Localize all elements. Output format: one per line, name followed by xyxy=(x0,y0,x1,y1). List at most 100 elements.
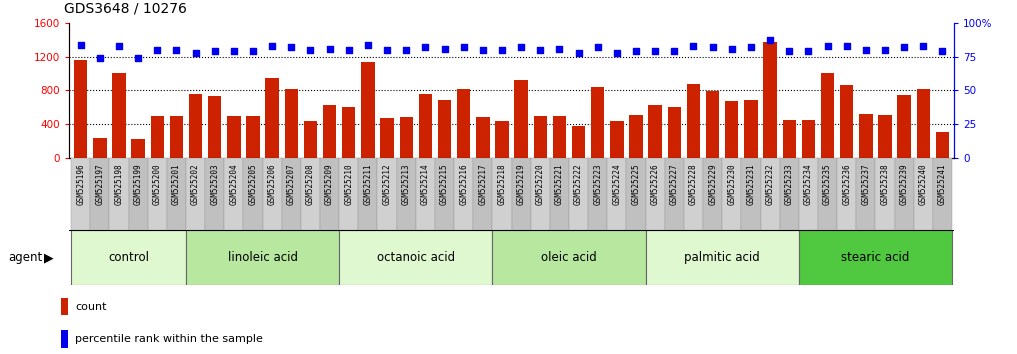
Bar xyxy=(61,330,68,348)
Bar xyxy=(131,139,144,158)
Point xyxy=(92,55,108,61)
Bar xyxy=(380,118,394,158)
Bar xyxy=(492,230,646,285)
Bar xyxy=(667,107,681,158)
Bar xyxy=(128,158,147,230)
Text: GSM525219: GSM525219 xyxy=(517,163,526,205)
Point xyxy=(915,43,932,49)
Bar xyxy=(167,158,186,230)
Bar xyxy=(437,101,452,158)
Bar xyxy=(780,158,798,230)
Bar xyxy=(550,158,569,230)
Bar xyxy=(340,158,358,230)
Bar xyxy=(186,230,340,285)
Point xyxy=(149,47,166,53)
Point xyxy=(436,46,453,51)
Text: GSM525216: GSM525216 xyxy=(459,163,468,205)
Point xyxy=(72,42,88,47)
Bar xyxy=(320,158,340,230)
Point xyxy=(283,44,299,50)
Bar xyxy=(607,158,626,230)
Bar xyxy=(419,93,432,158)
Text: GSM525232: GSM525232 xyxy=(766,163,775,205)
Text: GSM525218: GSM525218 xyxy=(497,163,506,205)
Bar xyxy=(147,158,167,230)
Text: GSM525228: GSM525228 xyxy=(689,163,698,205)
Bar xyxy=(916,88,930,158)
Point xyxy=(551,46,567,51)
Bar xyxy=(686,84,700,158)
Point xyxy=(590,44,606,50)
Bar xyxy=(304,121,317,158)
Text: GSM525204: GSM525204 xyxy=(230,163,238,205)
Point xyxy=(226,48,242,54)
Bar xyxy=(821,73,834,158)
Bar xyxy=(246,116,259,158)
Bar xyxy=(856,158,876,230)
Text: GSM525196: GSM525196 xyxy=(76,163,85,205)
Bar xyxy=(243,158,262,230)
Point xyxy=(187,50,203,56)
Point xyxy=(877,47,893,53)
Bar xyxy=(569,158,588,230)
Bar xyxy=(186,158,205,230)
Text: stearic acid: stearic acid xyxy=(841,251,909,264)
Text: GSM525241: GSM525241 xyxy=(938,163,947,205)
Text: agent: agent xyxy=(8,251,43,264)
Bar xyxy=(265,79,279,158)
Point xyxy=(456,44,472,50)
Point xyxy=(935,48,951,54)
Text: GSM525238: GSM525238 xyxy=(881,163,890,205)
Bar xyxy=(703,158,722,230)
Bar xyxy=(282,158,301,230)
Point xyxy=(839,43,855,49)
Bar xyxy=(630,115,643,158)
Text: GSM525235: GSM525235 xyxy=(823,163,832,205)
Bar xyxy=(876,158,895,230)
Point xyxy=(705,44,721,50)
Bar xyxy=(61,298,68,315)
Point xyxy=(341,47,357,53)
Bar xyxy=(798,158,818,230)
Text: control: control xyxy=(108,251,149,264)
Bar xyxy=(74,60,87,158)
Bar xyxy=(112,73,126,158)
Bar xyxy=(397,158,416,230)
Text: GSM525198: GSM525198 xyxy=(115,163,123,205)
Bar xyxy=(227,116,241,158)
Bar xyxy=(473,158,492,230)
Bar xyxy=(646,158,665,230)
Bar xyxy=(722,158,741,230)
Point xyxy=(513,44,529,50)
Bar xyxy=(189,93,202,158)
Bar xyxy=(818,158,837,230)
Bar xyxy=(646,230,798,285)
Point xyxy=(264,43,281,49)
Bar xyxy=(933,158,952,230)
Bar xyxy=(71,158,91,230)
Bar xyxy=(665,158,683,230)
Bar xyxy=(744,101,758,158)
Bar xyxy=(435,158,455,230)
Bar xyxy=(301,158,320,230)
Text: GSM525211: GSM525211 xyxy=(363,163,372,205)
Point xyxy=(206,48,223,54)
Text: percentile rank within the sample: percentile rank within the sample xyxy=(75,334,262,344)
Text: GSM525237: GSM525237 xyxy=(861,163,871,205)
Bar xyxy=(377,158,397,230)
Bar xyxy=(457,88,471,158)
Point xyxy=(609,50,625,56)
Point xyxy=(494,47,511,53)
Text: GSM525209: GSM525209 xyxy=(325,163,335,205)
Bar xyxy=(591,87,604,158)
Text: GSM525212: GSM525212 xyxy=(382,163,392,205)
Bar xyxy=(840,85,853,158)
Bar xyxy=(416,158,435,230)
Text: GSM525197: GSM525197 xyxy=(96,163,105,205)
Bar xyxy=(225,158,243,230)
Text: GSM525205: GSM525205 xyxy=(248,163,257,205)
Bar xyxy=(262,158,282,230)
Bar xyxy=(208,96,222,158)
Text: GSM525240: GSM525240 xyxy=(918,163,928,205)
Text: GSM525200: GSM525200 xyxy=(153,163,162,205)
